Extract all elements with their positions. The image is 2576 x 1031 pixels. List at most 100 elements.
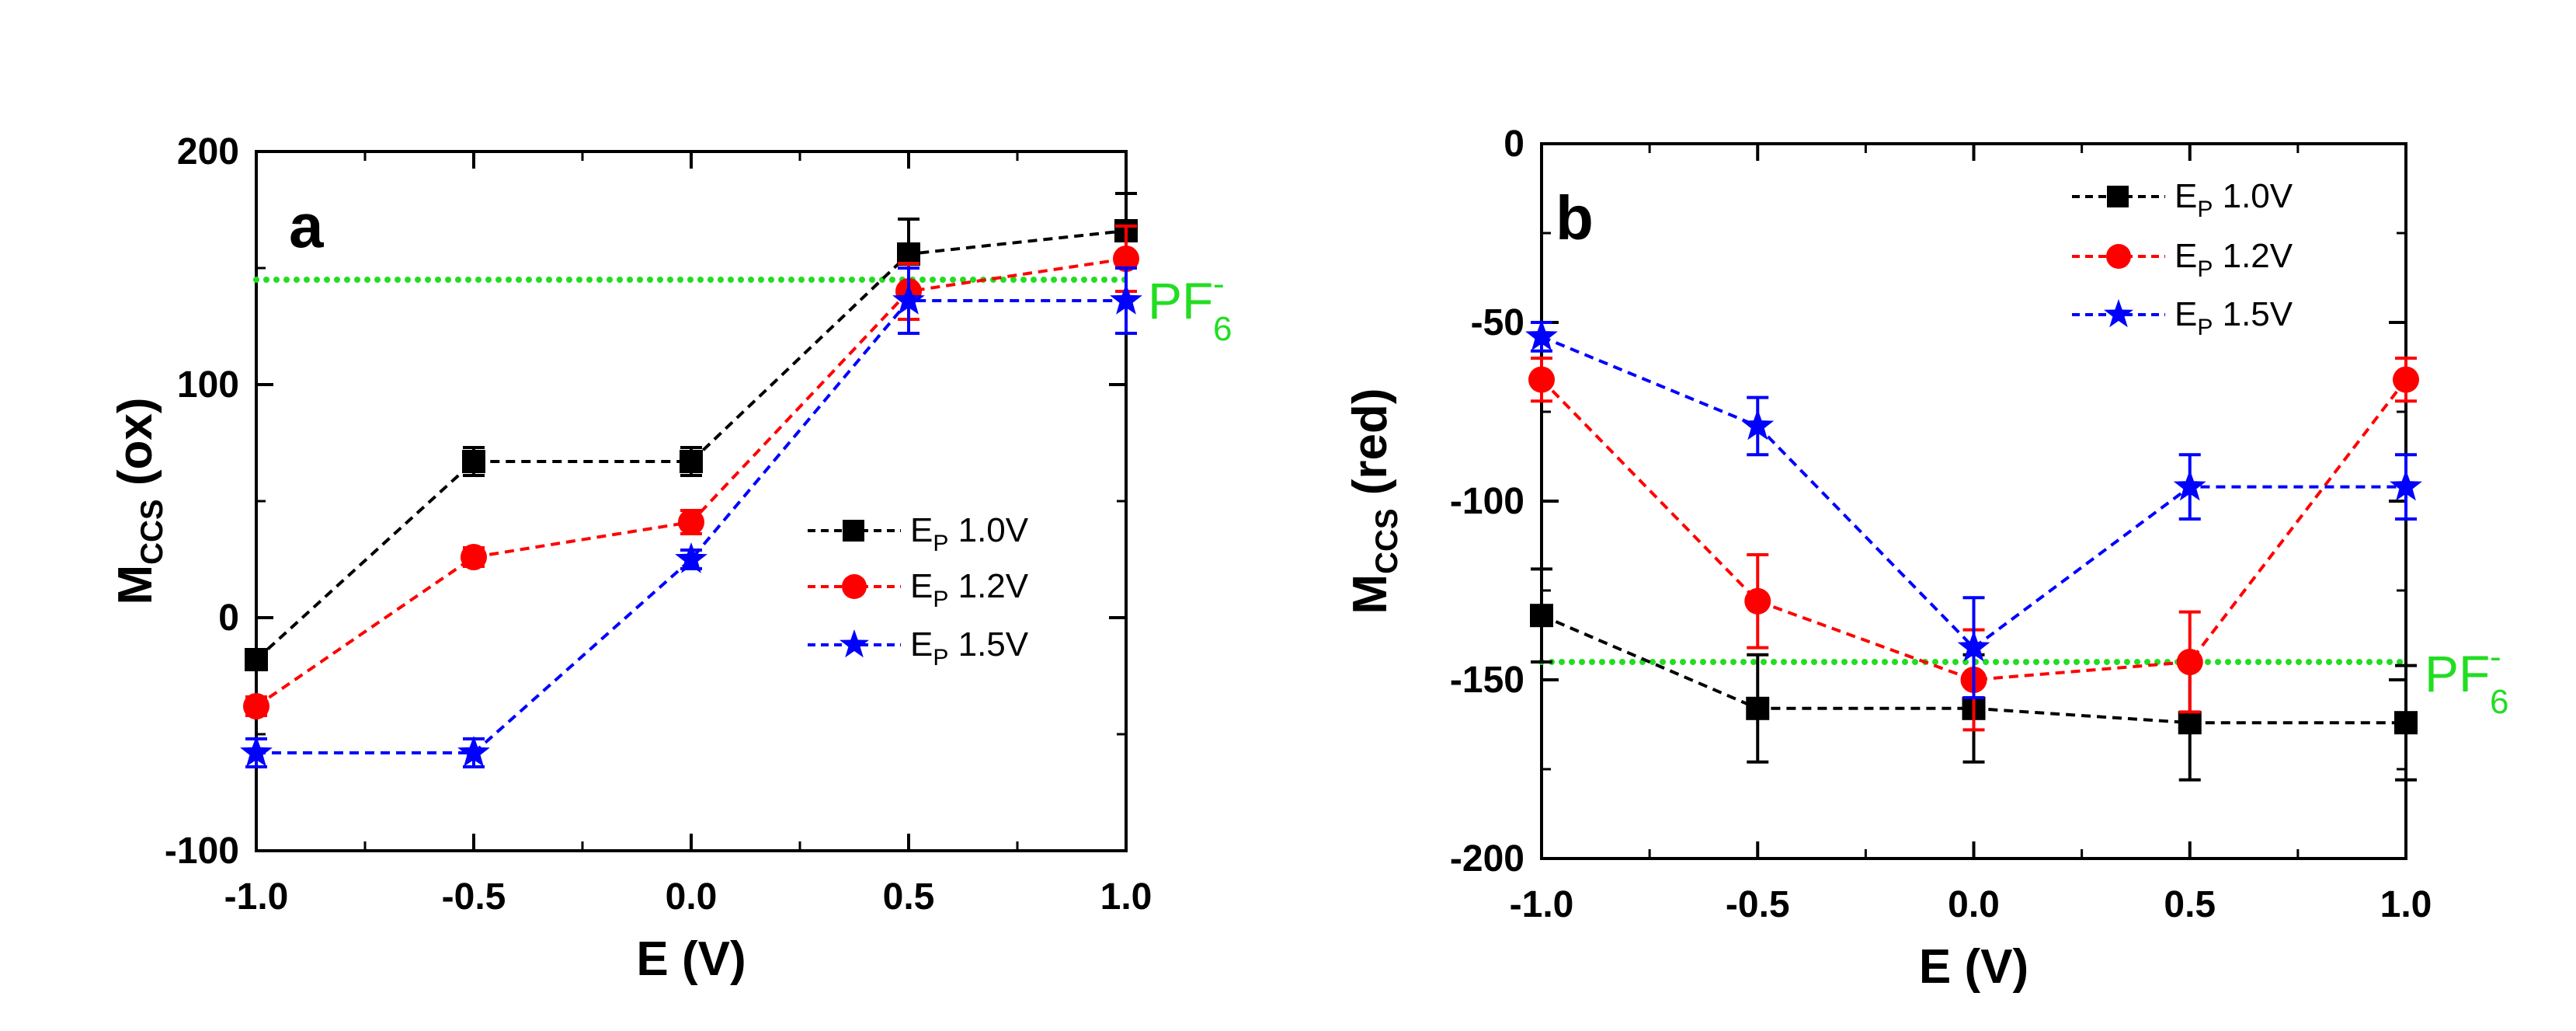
legend-label-rest: 1.0V bbox=[948, 511, 1028, 549]
y-axis-label-main: M bbox=[1344, 574, 1397, 615]
data-point-square bbox=[462, 450, 485, 473]
legend-label: EP 1.5V bbox=[2174, 295, 2293, 340]
legend-marker-square bbox=[2107, 186, 2129, 207]
y-axis-label-rest: (red) bbox=[1344, 388, 1397, 508]
chart-panel-b: -1.0 -0.5 0.0 0.5 1.0 0 -50 -100 -150 -200 E (V) MC… bbox=[1344, 124, 2508, 994]
x-tick-label: 1.0 bbox=[1100, 876, 1152, 918]
data-point-circle bbox=[2176, 649, 2203, 675]
data-point-star bbox=[892, 284, 925, 315]
legend-label-sub: P bbox=[933, 645, 948, 670]
y-axis-label-main: M bbox=[109, 565, 162, 605]
data-point-circle bbox=[243, 693, 269, 719]
y-tick-label: -150 bbox=[1450, 660, 1524, 701]
legend-label: EP 1.0V bbox=[910, 511, 1029, 556]
reference-line-label-sup: - bbox=[1213, 265, 1225, 303]
data-point-star bbox=[1525, 319, 1558, 351]
y-tick-label: -100 bbox=[165, 831, 239, 872]
legend-label-sub: P bbox=[933, 587, 948, 612]
data-point-square bbox=[245, 648, 268, 671]
y-tick-label: 100 bbox=[177, 364, 239, 406]
y-axis-label: MCCS (ox) bbox=[109, 398, 169, 605]
series-line bbox=[256, 299, 1126, 754]
series-circle: EP 1.2V bbox=[243, 225, 1139, 719]
x-tick-label: 0.0 bbox=[666, 876, 718, 918]
legend-label-main: E bbox=[910, 511, 933, 549]
legend-label: EP 1.2V bbox=[910, 567, 1029, 612]
plot-frame bbox=[255, 150, 1128, 852]
data-point-circle bbox=[1744, 587, 1771, 615]
legend-label-rest: 1.2V bbox=[2213, 237, 2293, 275]
data-point-star bbox=[1110, 284, 1142, 315]
y-tick-label: 0 bbox=[218, 597, 239, 639]
legend-label-main: E bbox=[2174, 295, 2197, 333]
data-point-circle bbox=[1528, 366, 1555, 393]
legend-marker-circle bbox=[2106, 244, 2131, 269]
legend-label: EP 1.2V bbox=[2174, 237, 2293, 282]
legend-marker-star bbox=[2104, 299, 2133, 328]
series-star: EP 1.5V bbox=[240, 266, 1142, 768]
data-point-circle bbox=[678, 509, 704, 535]
x-tick-label: 0.0 bbox=[1948, 884, 2000, 925]
data-point-star bbox=[2173, 469, 2206, 501]
legend-marker-star bbox=[840, 629, 869, 658]
legend-label-sub: P bbox=[2197, 256, 2213, 282]
legend-label-sub: P bbox=[2197, 197, 2213, 222]
legend-label-main: E bbox=[910, 567, 933, 605]
legend-label-rest: 1.5V bbox=[948, 625, 1028, 664]
x-tick-label: 0.5 bbox=[2164, 884, 2216, 925]
legend-label-sub: P bbox=[933, 531, 948, 556]
reference-line-label: PF- 6 bbox=[2425, 638, 2508, 721]
data-point-star bbox=[1741, 409, 1775, 441]
data-point-square bbox=[1530, 604, 1553, 628]
y-tick-label: 200 bbox=[177, 131, 239, 172]
legend-label: EP 1.0V bbox=[2174, 177, 2293, 222]
legend-label-rest: 1.0V bbox=[2213, 177, 2293, 215]
y-tick-label: -100 bbox=[1450, 481, 1524, 522]
data-point-square bbox=[2394, 711, 2418, 735]
data-point-circle bbox=[2393, 366, 2419, 393]
y-tick-label: 0 bbox=[1504, 124, 1524, 165]
legend-label-main: E bbox=[2174, 177, 2197, 215]
panel-label: b bbox=[1556, 183, 1594, 253]
data-point-square bbox=[1746, 696, 1770, 720]
x-axis-label: E (V) bbox=[636, 932, 746, 986]
x-tick-label: -0.5 bbox=[442, 876, 506, 918]
panel-label: a bbox=[289, 191, 324, 260]
data-point-star bbox=[2390, 469, 2422, 501]
reference-line-label-sub: 6 bbox=[1213, 310, 1232, 348]
series-star: EP 1.5V bbox=[1525, 295, 2422, 699]
legend-label-rest: 1.2V bbox=[948, 567, 1028, 605]
data-point-circle bbox=[1113, 246, 1139, 272]
y-tick-label: -50 bbox=[1471, 302, 1524, 343]
data-point-star bbox=[240, 736, 273, 767]
legend-marker-square bbox=[843, 520, 864, 542]
data-point-square bbox=[680, 450, 703, 473]
data-point-square bbox=[2178, 711, 2202, 735]
reference-line-label: PF- 6 bbox=[1148, 265, 1232, 348]
y-tick-label: -200 bbox=[1450, 838, 1524, 879]
legend-label-main: E bbox=[910, 625, 933, 664]
y-axis-label-sub: CCS bbox=[1370, 508, 1404, 573]
legend-label: EP 1.5V bbox=[910, 625, 1029, 670]
reference-line-label-sub: 6 bbox=[2490, 683, 2508, 721]
legend-marker-circle bbox=[842, 574, 867, 599]
y-axis-label: MCCS (red) bbox=[1344, 388, 1404, 614]
y-axis-label-rest: (ox) bbox=[109, 398, 162, 500]
legend-label-sub: P bbox=[2197, 315, 2213, 340]
y-axis-label-sub: CCS bbox=[135, 499, 169, 564]
data-point-star bbox=[675, 542, 707, 573]
x-tick-label: -1.0 bbox=[1510, 884, 1574, 925]
x-tick-label: -1.0 bbox=[224, 876, 289, 918]
x-tick-label: 1.0 bbox=[2380, 884, 2432, 925]
data-point-star bbox=[457, 736, 490, 767]
x-tick-label: -0.5 bbox=[1726, 884, 1790, 925]
reference-line-label-main: PF bbox=[1148, 272, 1213, 329]
data-point-star bbox=[1957, 630, 1990, 662]
reference-line-label-main: PF bbox=[2425, 645, 2490, 702]
series-square: EP 1.0V bbox=[245, 192, 1138, 671]
series-line bbox=[1540, 378, 2407, 682]
series-line bbox=[1541, 335, 2406, 650]
x-axis-label: E (V) bbox=[1919, 940, 2028, 994]
x-tick-label: 0.5 bbox=[883, 876, 935, 918]
